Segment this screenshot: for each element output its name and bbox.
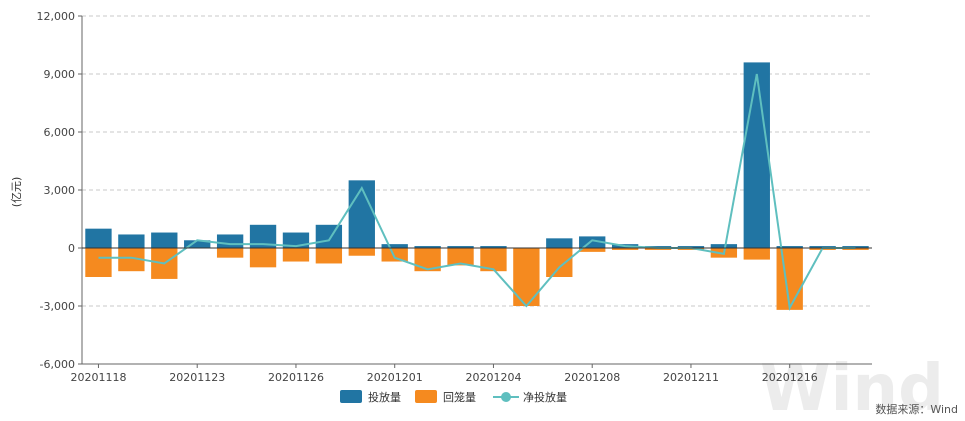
y-axis-label: (亿元)	[10, 177, 23, 208]
legend-swatch-marker	[501, 392, 511, 402]
y-tick-label: -6,000	[40, 358, 75, 371]
x-tick-label: 20201123	[169, 371, 225, 384]
y-tick-label: 12,000	[37, 10, 76, 23]
bar-回笼量	[414, 248, 441, 272]
bar-回笼量	[611, 248, 639, 250]
legend-label: 投放量	[368, 390, 401, 404]
bar-回笼量	[381, 248, 408, 262]
x-tick-label: 20201216	[762, 371, 818, 384]
bar-回笼量	[282, 248, 310, 262]
bar-回笼量	[513, 248, 540, 306]
net-line	[98, 73, 856, 312]
bar-投放量	[249, 224, 277, 248]
bar-投放量	[151, 232, 178, 248]
y-axis: 12,000 9,000 6,000 3,000 0 -3,000 -6,000	[37, 10, 83, 371]
bar-投放量	[348, 180, 375, 248]
x-tick-label: 20201201	[367, 371, 423, 384]
bar-投放量	[414, 246, 441, 248]
bar-投放量	[216, 234, 244, 248]
y-tick-label: 6,000	[44, 126, 76, 139]
bar-回笼量	[249, 248, 277, 268]
legend-swatch	[415, 390, 437, 403]
bar-回笼量	[480, 248, 507, 272]
y-tick-label: 0	[68, 242, 75, 255]
data-source: 数据来源：Wind	[875, 402, 958, 416]
bar-投放量	[579, 236, 606, 248]
bar-投放量	[743, 62, 770, 249]
bar-回笼量	[743, 248, 770, 260]
bar-投放量	[315, 224, 343, 248]
bar-投放量	[480, 246, 507, 248]
bar-回笼量	[315, 248, 343, 264]
legend-label: 回笼量	[443, 390, 476, 404]
bar-投放量	[776, 246, 803, 248]
bar-投放量	[546, 238, 573, 248]
bar-投放量	[710, 244, 738, 248]
x-tick-label: 20201118	[70, 371, 126, 384]
bar-回笼量	[216, 248, 244, 258]
x-tick-label: 20201204	[465, 371, 521, 384]
y-tick-label: -3,000	[40, 300, 75, 313]
x-tick-label: 20201208	[564, 371, 620, 384]
bar-回笼量	[118, 248, 145, 272]
bar-投放量	[118, 234, 145, 248]
y-tick-label: 9,000	[44, 68, 76, 81]
legend: 投放量 回笼量 净投放量	[340, 390, 567, 404]
x-axis: 20201118 20201123 20201126 20201201 20201204…	[70, 247, 872, 384]
bar-投放量	[381, 244, 408, 248]
bar-投放量	[85, 228, 112, 248]
bar-回笼量	[776, 248, 803, 310]
bar-回笼量	[85, 248, 112, 277]
legend-swatch	[340, 390, 362, 403]
bar-回笼量	[579, 248, 606, 252]
y-tick-label: 3,000	[44, 184, 76, 197]
bar-回笼量	[842, 248, 869, 250]
bar-回笼量	[546, 248, 573, 277]
line-净投放量	[98, 73, 856, 312]
legend-label: 净投放量	[523, 390, 567, 404]
bar-回笼量	[348, 248, 375, 256]
bar-投放量	[184, 240, 211, 248]
x-tick-label: 20201126	[268, 371, 324, 384]
bar-回笼量	[447, 248, 474, 266]
x-tick-label: 20201211	[663, 371, 719, 384]
bar-投放量	[447, 246, 474, 248]
bar-投放量	[842, 246, 869, 248]
